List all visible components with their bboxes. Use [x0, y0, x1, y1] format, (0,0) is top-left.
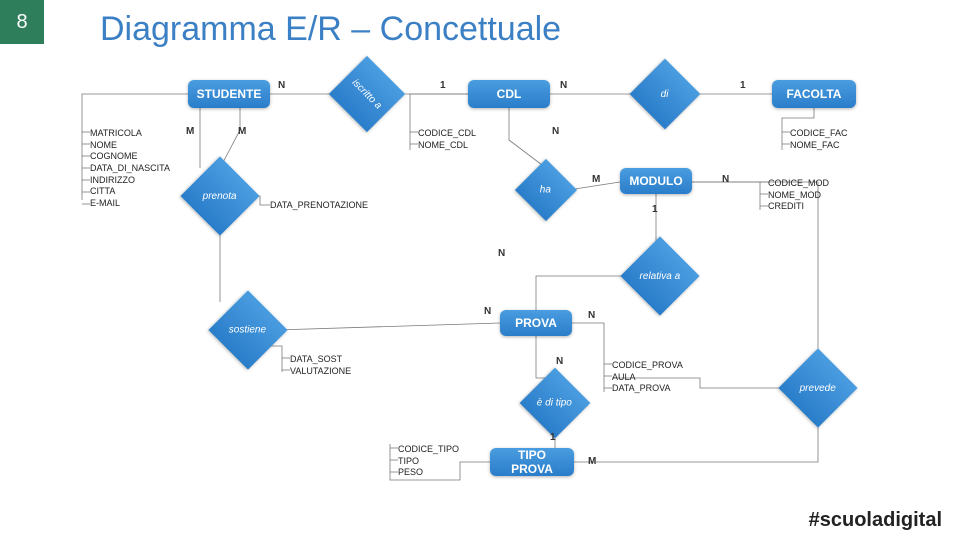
cardinality-label: 1	[550, 432, 556, 443]
attrs-facolta: CODICE_FAC NOME_FAC	[790, 128, 848, 151]
cardinality-label: N	[552, 126, 559, 137]
rel-e-di-tipo: è di tipo	[520, 368, 591, 439]
cardinality-label: 1	[440, 80, 446, 91]
attrs-prova: CODICE_PROVA AULA DATA_PROVA	[612, 360, 683, 395]
cardinality-label: M	[588, 456, 596, 467]
entity-studente: STUDENTE	[188, 80, 270, 108]
cardinality-label: M	[238, 126, 246, 137]
cardinality-label: N	[556, 356, 563, 367]
cardinality-label: N	[498, 248, 505, 259]
cardinality-label: N	[722, 174, 729, 185]
rel-iscritto-a: iscritto a	[329, 56, 405, 132]
rel-ha: ha	[515, 159, 577, 221]
rel-prevede: prevede	[778, 348, 857, 427]
cardinality-label: N	[588, 310, 595, 321]
attrs-cdl: CODICE_CDL NOME_CDL	[418, 128, 476, 151]
entity-modulo: MODULO	[620, 168, 692, 194]
entity-tipo-prova: TIPO PROVA	[490, 448, 574, 476]
rel-di: di	[630, 59, 701, 130]
cardinality-label: N	[560, 80, 567, 91]
attrs-studente: MATRICOLA NOME COGNOME DATA_DI_NASCITA I…	[90, 128, 170, 210]
cardinality-label: M	[592, 174, 600, 185]
attrs-prenota: DATA_PRENOTAZIONE	[270, 200, 368, 212]
cardinality-label: 1	[740, 80, 746, 91]
attrs-sostiene: DATA_SOST VALUTAZIONE	[290, 354, 351, 377]
cardinality-label: N	[484, 306, 491, 317]
rel-prenota: prenota	[180, 156, 259, 235]
rel-sostiene: sostiene	[208, 290, 287, 369]
attrs-modulo: CODICE_MOD NOME_MOD CREDITI	[768, 178, 829, 213]
cardinality-label: N	[278, 80, 285, 91]
cardinality-label: 1	[652, 204, 658, 215]
er-diagram: STUDENTE CDL FACOLTA MODULO PROVA TIPO P…	[0, 0, 960, 540]
entity-cdl: CDL	[468, 80, 550, 108]
entity-facolta: FACOLTA	[772, 80, 856, 108]
entity-prova: PROVA	[500, 310, 572, 336]
rel-relativa-a: relativa a	[620, 236, 699, 315]
attrs-tipo: CODICE_TIPO TIPO PESO	[398, 444, 459, 479]
cardinality-label: M	[186, 126, 194, 137]
